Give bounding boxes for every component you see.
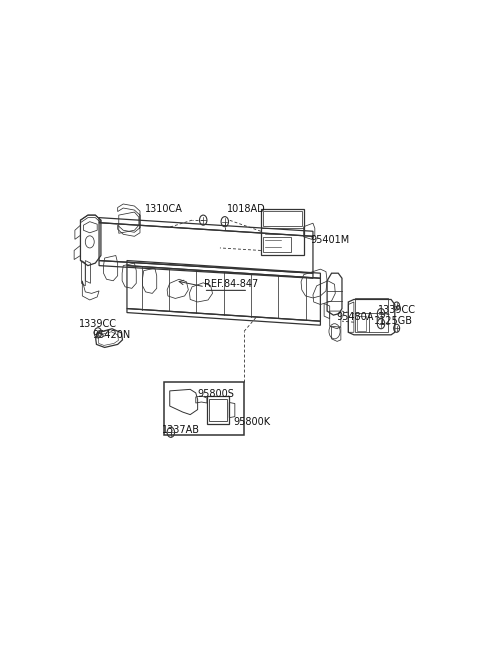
Text: 1339CC: 1339CC (79, 319, 117, 329)
Bar (263, 211, 302, 226)
Bar (263, 237, 291, 252)
Text: 1125GB: 1125GB (374, 316, 413, 326)
Text: 95401M: 95401M (310, 236, 349, 245)
Bar (357, 316, 366, 331)
Text: 1339CC: 1339CC (378, 305, 416, 315)
Text: 1337AB: 1337AB (162, 425, 200, 435)
Text: 95800K: 95800K (234, 417, 271, 427)
Bar (355, 298, 388, 333)
Bar (207, 396, 229, 424)
Bar (261, 209, 304, 255)
Text: 1310CA: 1310CA (145, 204, 183, 214)
Text: REF.84-847: REF.84-847 (204, 279, 259, 289)
Text: 95420N: 95420N (92, 330, 131, 340)
Bar (164, 382, 244, 435)
Text: 1018AD: 1018AD (228, 204, 266, 214)
Text: 95480A: 95480A (336, 312, 374, 322)
Text: 95800S: 95800S (198, 390, 235, 400)
Bar (209, 399, 227, 420)
